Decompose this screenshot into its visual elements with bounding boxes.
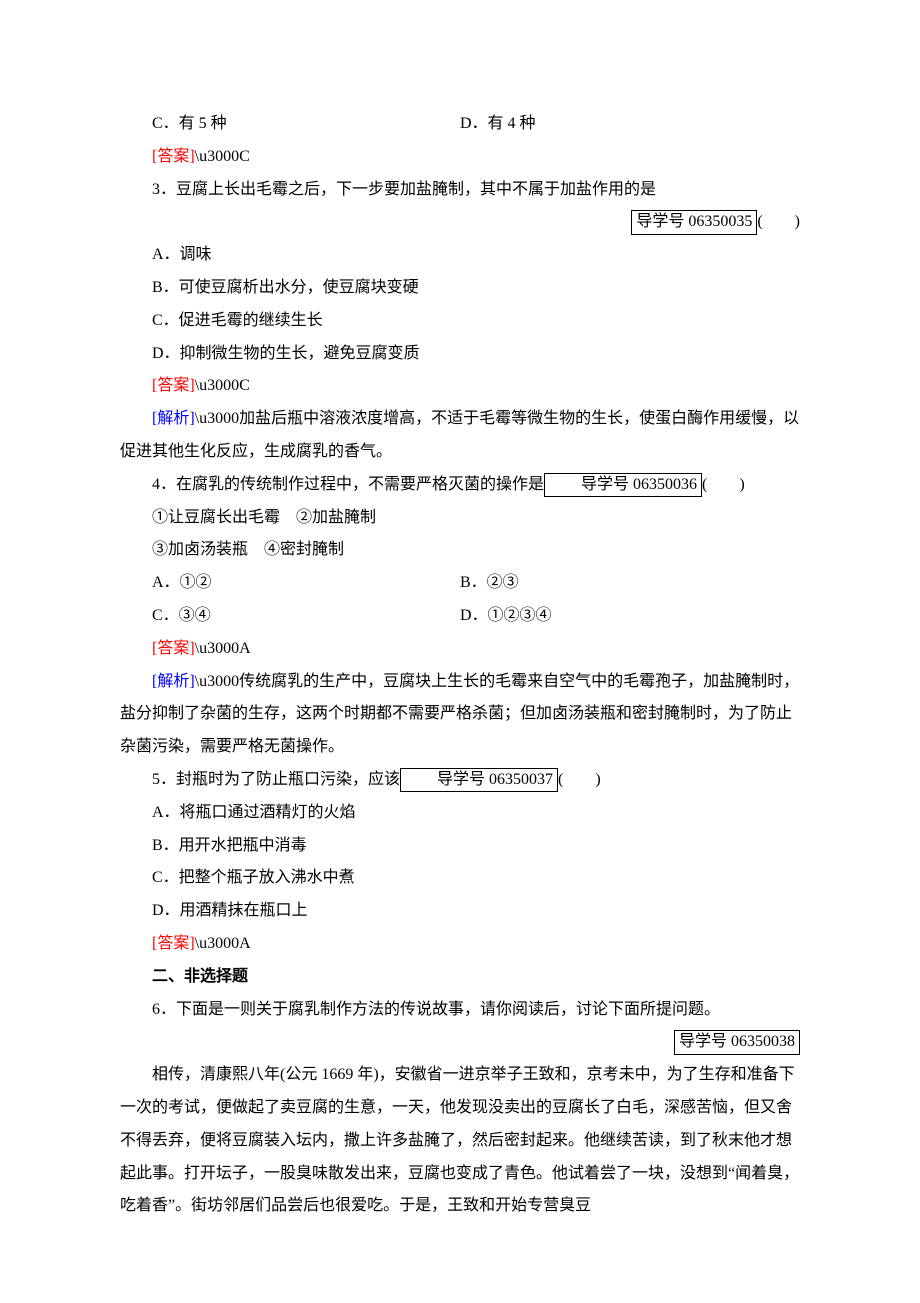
answer-spacer: \u3000 bbox=[195, 935, 239, 952]
q2-answer: C bbox=[239, 148, 250, 165]
q6-guide-number: 06350038 bbox=[731, 1033, 795, 1050]
guide-box: 导学号 06350037 bbox=[400, 768, 558, 792]
q3-paren: ( ) bbox=[757, 213, 800, 230]
q4-answer: A bbox=[239, 640, 251, 657]
q3-option-d: D．抑制微生物的生长，避免豆腐变质 bbox=[120, 338, 800, 371]
q4-option-c: C．③④ bbox=[120, 600, 460, 633]
q5-guide-number: 06350037 bbox=[489, 771, 553, 788]
q4-option-a: A．①② bbox=[120, 567, 460, 600]
q3-guide-number: 06350035 bbox=[688, 213, 752, 230]
q5-option-a: A．将瓶口通过酒精灯的火焰 bbox=[120, 797, 800, 830]
q4-items-line2: ③加卤汤装瓶 ④密封腌制 bbox=[120, 534, 800, 567]
q5-option-d: D．用酒精抹在瓶口上 bbox=[120, 895, 800, 928]
q2-answer-line: [答案]\u3000C bbox=[120, 141, 800, 174]
guide-prefix: 导学号 bbox=[581, 476, 633, 493]
q4-option-d: D．①②③④ bbox=[460, 600, 800, 633]
q3-option-c: C．促进毛霉的继续生长 bbox=[120, 305, 800, 338]
q2-option-c: C．有 5 种 bbox=[120, 108, 460, 141]
guide-box: 导学号 06350035 bbox=[631, 210, 757, 234]
guide-box: 导学号 06350038 bbox=[674, 1030, 800, 1054]
q5-paren: ( ) bbox=[558, 771, 601, 788]
q4-options-row-ab: A．①② B．②③ bbox=[120, 567, 800, 600]
guide-prefix: 导学号 bbox=[679, 1033, 731, 1050]
q3-answer: C bbox=[239, 377, 250, 394]
analysis-label: [解析] bbox=[152, 410, 195, 427]
section-2-heading: 二、非选择题 bbox=[120, 961, 800, 994]
q6-stem: 6．下面是一则关于腐乳制作方法的传说故事，请你阅读后，讨论下面所提问题。 bbox=[120, 994, 800, 1027]
q5-answer: A bbox=[239, 935, 251, 952]
q4-answer-line: [答案]\u3000A bbox=[120, 633, 800, 666]
q4-analysis: [解析]\u3000传统腐乳的生产中，豆腐块上生长的毛霉来自空气中的毛霉孢子，加… bbox=[120, 666, 800, 764]
q4-option-b: B．②③ bbox=[460, 567, 800, 600]
q5-answer-line: [答案]\u3000A bbox=[120, 928, 800, 961]
q3-analysis: [解析]\u3000加盐后瓶中溶液浓度增高，不适于毛霉等微生物的生长，使蛋白酶作… bbox=[120, 403, 800, 469]
q4-stem-pre: 4．在腐乳的传统制作过程中，不需要严格灭菌的操作是 bbox=[152, 476, 544, 493]
answer-spacer: \u3000 bbox=[195, 377, 239, 394]
q3-guide-line: 导学号 06350035( ) bbox=[120, 206, 800, 239]
document-page: C．有 5 种 D．有 4 种 [答案]\u3000C 3．豆腐上长出毛霉之后，… bbox=[0, 0, 920, 1303]
answer-spacer: \u3000 bbox=[195, 640, 239, 657]
q5-stem-pre: 5．封瓶时为了防止瓶口污染，应该 bbox=[152, 771, 400, 788]
analysis-label: [解析] bbox=[152, 673, 195, 690]
answer-spacer: \u3000 bbox=[195, 148, 239, 165]
q3-answer-line: [答案]\u3000C bbox=[120, 370, 800, 403]
guide-prefix: 导学号 bbox=[437, 771, 489, 788]
q3-option-b: B．可使豆腐析出水分，使豆腐块变硬 bbox=[120, 272, 800, 305]
guide-prefix: 导学号 bbox=[636, 213, 688, 230]
guide-box: 导学号 06350036 bbox=[544, 473, 702, 497]
q4-stem-line: 4．在腐乳的传统制作过程中，不需要严格灭菌的操作是导学号 06350036( ) bbox=[120, 469, 800, 502]
q2-options-row: C．有 5 种 D．有 4 种 bbox=[120, 108, 800, 141]
q5-option-c: C．把整个瓶子放入沸水中煮 bbox=[120, 862, 800, 895]
q4-items-line1: ①让豆腐长出毛霉 ②加盐腌制 bbox=[120, 502, 800, 535]
answer-label: [答案] bbox=[152, 935, 195, 952]
q3-option-a: A．调味 bbox=[120, 239, 800, 272]
analysis-spacer: \u3000 bbox=[195, 673, 239, 690]
answer-label: [答案] bbox=[152, 377, 195, 394]
q6-story: 相传，清康熙八年(公元 1669 年)，安徽省一进京举子王致和，京考未中，为了生… bbox=[120, 1059, 800, 1223]
q4-guide-number: 06350036 bbox=[633, 476, 697, 493]
q3-stem: 3．豆腐上长出毛霉之后，下一步要加盐腌制，其中不属于加盐作用的是 bbox=[120, 174, 800, 207]
q4-paren: ( ) bbox=[702, 476, 745, 493]
q6-guide-line: 导学号 06350038 bbox=[120, 1026, 800, 1059]
q2-option-d: D．有 4 种 bbox=[460, 108, 800, 141]
q4-options-row-cd: C．③④ D．①②③④ bbox=[120, 600, 800, 633]
q5-option-b: B．用开水把瓶中消毒 bbox=[120, 830, 800, 863]
answer-label: [答案] bbox=[152, 148, 195, 165]
q5-stem-line: 5．封瓶时为了防止瓶口污染，应该导学号 06350037( ) bbox=[120, 764, 800, 797]
analysis-spacer: \u3000 bbox=[195, 410, 239, 427]
answer-label: [答案] bbox=[152, 640, 195, 657]
